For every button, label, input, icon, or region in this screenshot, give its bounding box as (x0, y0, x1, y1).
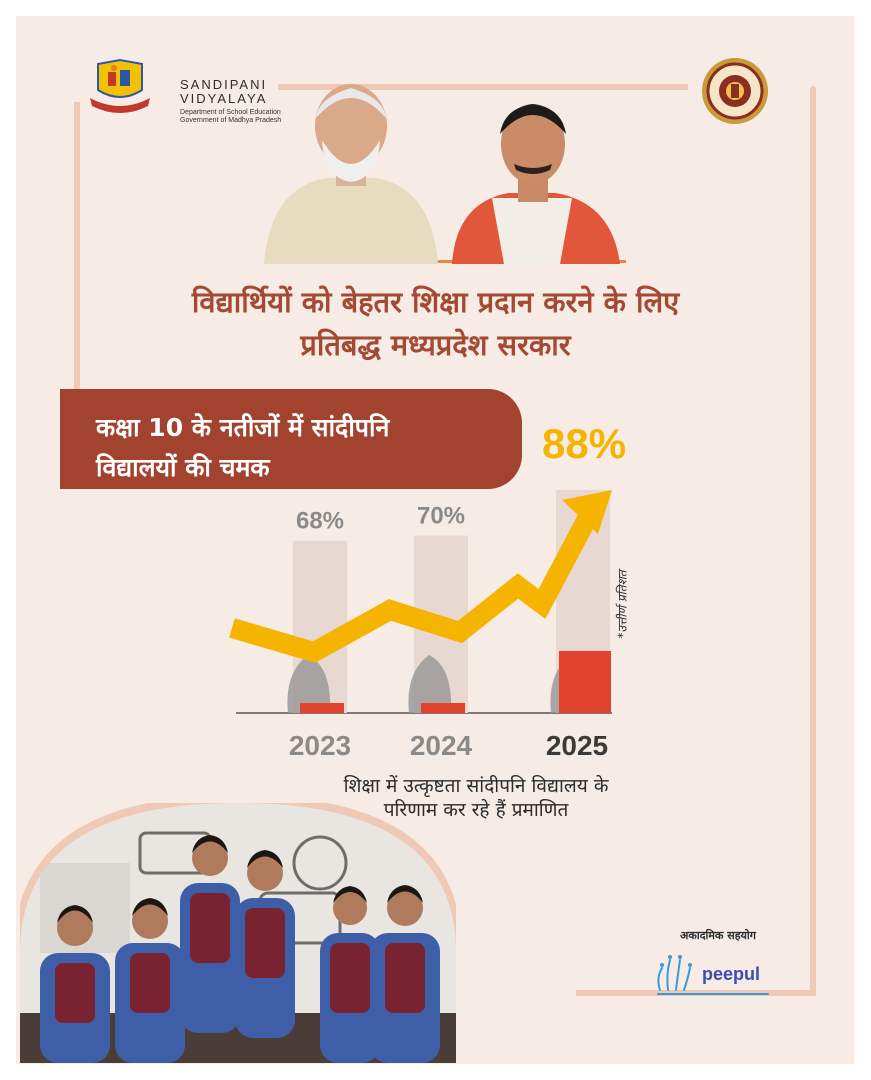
category-label-2024: 2024 (410, 730, 473, 761)
trend-arrow-head (562, 490, 612, 534)
category-label-2023: 2023 (289, 730, 351, 761)
department-line2: Government of Madhya Pradesh (180, 117, 282, 124)
banner-line1: कक्षा 10 के नतीजों में सांदीपनि (96, 413, 390, 442)
school-logo (90, 58, 150, 113)
frame-top-line (278, 84, 688, 90)
trend-arrow (229, 497, 605, 663)
unit-note: *उत्तीर्ण प्रतिशत (615, 570, 630, 639)
results-banner (60, 389, 522, 489)
mp-government-seal-icon (702, 58, 768, 124)
bar-value-label-2024: 70% (417, 503, 465, 530)
highlight-value-label: 88% (542, 420, 627, 467)
school-name-line1: SANDIPANI (180, 77, 268, 92)
headline-line2: प्रतिबद्ध मध्यप्रदेश सरकार (300, 328, 571, 362)
sleeve-icon (300, 703, 344, 713)
department-line1: Department of School Education (180, 109, 281, 116)
frame-top-left-line (74, 102, 80, 402)
caption-line1: शिक्षा में उत्कृष्टता सांदीपनि विद्यालय … (343, 775, 609, 797)
school-department: Department of School Education Governmen… (180, 109, 281, 125)
frame-right-line (810, 86, 816, 996)
caption-line2: परिणाम कर रहे हैं प्रमाणित (383, 799, 569, 821)
hand-icon (408, 655, 452, 713)
school-name: SANDIPANI VIDYALAYA (180, 78, 267, 106)
leaders-portraits (264, 84, 626, 264)
bar-value-label-2023: 68% (296, 508, 344, 535)
peepul-logo-icon (657, 955, 769, 995)
category-label-2025: 2025 (546, 730, 608, 761)
students-photo (20, 803, 456, 1063)
partner-label: अकादमिक सहयोग (680, 929, 756, 942)
hand-icon (287, 655, 331, 713)
banner-line2: विद्यालयों की चमक (96, 453, 270, 482)
sleeve-icon (421, 703, 465, 713)
headline-line1: विद्यार्थियों को बेहतर शिक्षा प्रदान करन… (191, 285, 680, 319)
school-name-line2: VIDYALAYA (180, 91, 268, 106)
partner-name: peepul (702, 964, 761, 984)
sleeve-icon (559, 651, 611, 713)
